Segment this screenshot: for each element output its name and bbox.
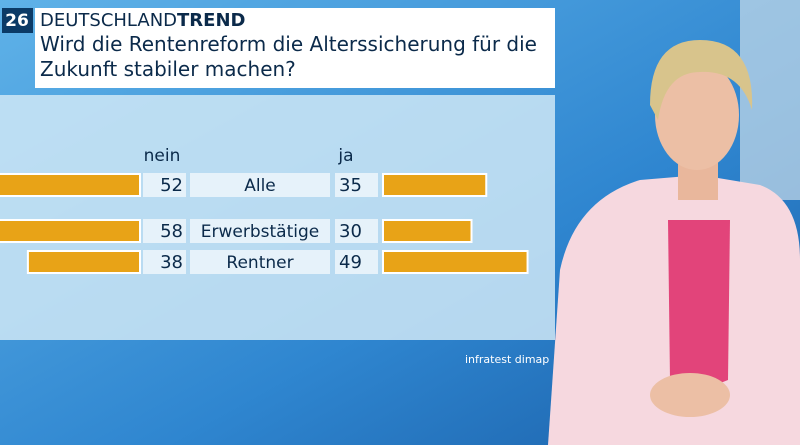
value-box (335, 219, 378, 243)
bar (26, 250, 141, 274)
bar (0, 219, 142, 243)
value-box (143, 219, 186, 243)
category-label: Erwerbstätige (201, 222, 319, 242)
label-box (190, 173, 330, 197)
bar (0, 173, 141, 197)
title-wrap: Wird die Rentenreform die Alterssicherun… (40, 32, 537, 81)
value-label: 30 (339, 221, 362, 242)
value-box (335, 173, 378, 197)
badge-box (2, 8, 33, 33)
value-box (143, 250, 186, 274)
chart-panel (0, 95, 555, 340)
brand-part: DEUTSCHLAND (40, 10, 177, 31)
value-label: 58 (160, 221, 183, 242)
value-label: 35 (339, 175, 362, 196)
chart-title: Wird die Rentenreform die Alterssicherun… (40, 32, 537, 81)
legend-entry: nein (144, 146, 181, 166)
bar (382, 219, 473, 243)
legend-entry: ja (337, 146, 353, 166)
brand: DEUTSCHLANDTREND (40, 10, 245, 31)
value-label: 49 (339, 252, 362, 273)
value-box (335, 250, 378, 274)
category-label: Rentner (226, 253, 293, 273)
value-label: 52 (160, 175, 183, 196)
value-label: 38 (160, 252, 183, 273)
bar (382, 173, 488, 197)
bar (382, 250, 529, 274)
label-box (190, 250, 330, 274)
title-box (35, 8, 555, 88)
badge: 26 (5, 11, 29, 31)
presenter (548, 40, 800, 445)
label-box (190, 219, 330, 243)
brand-part: TREND (177, 10, 245, 31)
category-label: Alle (244, 176, 276, 196)
source: infratest dimap (465, 353, 549, 366)
value-box (143, 173, 186, 197)
